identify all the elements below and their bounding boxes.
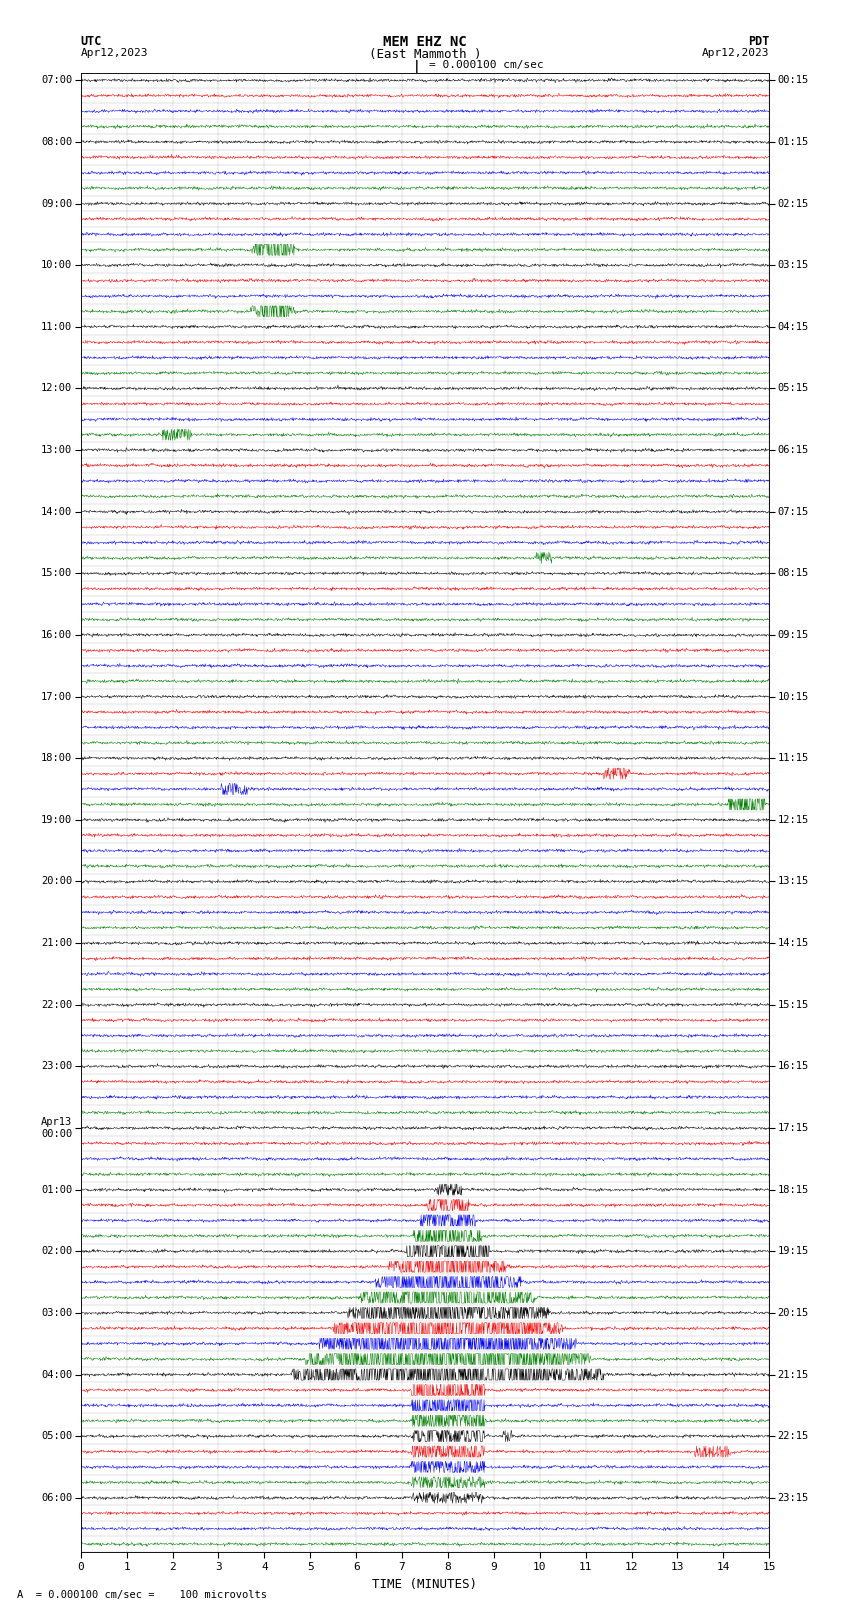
Text: (East Mammoth ): (East Mammoth ) <box>369 47 481 61</box>
Text: PDT: PDT <box>748 35 769 48</box>
Text: Apr12,2023: Apr12,2023 <box>81 47 148 58</box>
Text: |: | <box>413 60 420 73</box>
Text: = 0.000100 cm/sec: = 0.000100 cm/sec <box>429 60 544 69</box>
Text: MEM EHZ NC: MEM EHZ NC <box>383 35 467 48</box>
Text: A  = 0.000100 cm/sec =    100 microvolts: A = 0.000100 cm/sec = 100 microvolts <box>17 1590 267 1600</box>
Text: Apr12,2023: Apr12,2023 <box>702 47 769 58</box>
X-axis label: TIME (MINUTES): TIME (MINUTES) <box>372 1578 478 1590</box>
Text: UTC: UTC <box>81 35 102 48</box>
